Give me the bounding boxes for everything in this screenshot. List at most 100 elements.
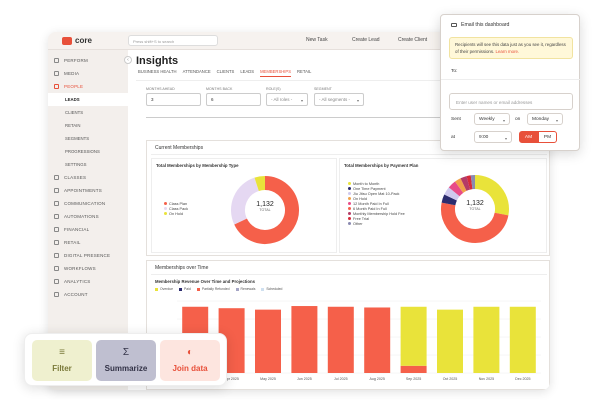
sidebar-item-people[interactable]: PEOPLE — [48, 80, 128, 93]
sidebar-item-label: FINANCIAL — [64, 227, 90, 232]
sidebar-sub-settings[interactable]: SETTINGS — [65, 162, 87, 167]
mail-icon — [451, 22, 457, 27]
tab-memberships[interactable]: MEMBERSHIPS — [260, 69, 292, 77]
pie-slice — [466, 175, 473, 190]
legend-item: On Hold — [348, 196, 405, 201]
legend-swatch — [348, 212, 351, 215]
tab-business-health[interactable]: BUSINESS HEALTH — [138, 69, 177, 74]
create-lead-button[interactable]: Create Lead — [352, 37, 380, 43]
sidebar-sub-retain[interactable]: RETAIN — [65, 123, 81, 128]
legend-label: Scheduled — [266, 287, 283, 291]
sidebar-item-workflows[interactable]: WORKFLOWS — [48, 262, 128, 275]
sidebar-item-digital-presence[interactable]: DIGITAL PRESENCE — [48, 249, 128, 262]
bar — [400, 365, 427, 373]
legend-label: One Time Payment — [353, 186, 386, 191]
recipients-input[interactable]: Enter user names or email addresses — [449, 93, 573, 110]
learn-more-link[interactable]: Learn more. — [495, 48, 520, 54]
summarize-button[interactable]: Σ Summarize — [96, 340, 156, 381]
join-data-button[interactable]: ◐ Join data — [160, 340, 220, 381]
sidebar-item-appointments[interactable]: APPOINTMENTS — [48, 184, 128, 197]
x-tick-label: Jul 2025 — [334, 377, 348, 381]
by-type-total-caption: TOTAL — [259, 208, 271, 212]
legend-item: Class Pack — [164, 206, 188, 211]
by-payment-total: 1,132 TOTAL — [460, 200, 490, 211]
sidebar-item-classes[interactable]: CLASSES — [48, 171, 128, 184]
legend-item: Paid — [179, 287, 191, 291]
sidebar-sub-progressions[interactable]: PROGRESSIONS — [65, 149, 100, 154]
filter-button[interactable]: ≡ Filter — [32, 340, 92, 381]
join-icon: ◐ — [186, 347, 194, 358]
by-payment-title: Total Memberships by Payment Plan — [344, 163, 419, 168]
sidebar-item-media[interactable]: MEDIA — [48, 67, 128, 80]
months-back-input[interactable]: 6 — [206, 93, 261, 106]
sidebar-item-retail[interactable]: RETAIL — [48, 236, 128, 249]
revenue-legend: Overdue Paid Partially Refunded Renewals Sch… — [155, 287, 282, 291]
people-icon — [54, 84, 59, 89]
sidebar-item-label: COMMUNICATION — [64, 201, 106, 206]
legend-item: One Time Payment — [348, 186, 405, 191]
pie-slice — [441, 202, 509, 243]
legend-swatch — [348, 182, 351, 185]
legend-label: Free Trial — [353, 216, 370, 221]
classes-icon — [54, 175, 59, 180]
bar — [327, 306, 354, 373]
email-dashboard-popup: Email this dashboard Recipients will see… — [440, 14, 581, 151]
sidebar-item-label: ANALYTICS — [64, 279, 91, 284]
segment-select[interactable]: - All segments - ▾ — [314, 93, 364, 106]
brand-name: core — [75, 36, 92, 45]
search-input[interactable]: Press shift+S to search — [128, 35, 218, 46]
pm-button[interactable]: PM — [538, 131, 557, 143]
legend-swatch — [348, 187, 351, 190]
sidebar-item-automations[interactable]: AUTOMATIONS — [48, 210, 128, 223]
legend-item: Overdue — [155, 287, 173, 291]
x-tick-label: Aug 2025 — [370, 377, 385, 381]
sidebar-item-perform[interactable]: PERFORM — [48, 54, 128, 67]
time-select[interactable]: 9:00 ▾ — [474, 131, 512, 143]
day-select[interactable]: Monday ▾ — [527, 113, 563, 125]
legend-swatch — [164, 202, 167, 205]
legend-label: Renewals — [240, 287, 256, 291]
current-memberships-card: Current Memberships Total Memberships by… — [146, 140, 550, 256]
account-icon — [54, 292, 59, 297]
tab-leads[interactable]: LEADS — [240, 69, 255, 74]
sidebar-item-analytics[interactable]: ANALYTICS — [48, 275, 128, 288]
page-title: Insights — [136, 55, 179, 67]
new-task-button[interactable]: New Task — [306, 37, 328, 43]
legend-item: 6 Month Paid In Full — [348, 206, 405, 211]
by-type-legend: Class Plan Class Pack On Hold — [164, 201, 188, 216]
legend-label: 12 Month Paid In Full — [353, 201, 389, 206]
sidebar-item-label: WORKFLOWS — [64, 266, 96, 271]
legend-swatch — [196, 287, 200, 291]
sidebar-item-communication[interactable]: COMMUNICATION — [48, 197, 128, 210]
tab-attendance[interactable]: ATTENDANCE — [182, 69, 211, 74]
chevron-down-icon: ▾ — [502, 118, 505, 123]
tab-clients[interactable]: CLIENTS — [216, 69, 235, 74]
legend-label: Overdue — [160, 287, 174, 291]
x-tick-label: Apr 2025 — [224, 377, 239, 381]
months-ahead-input[interactable]: 3 — [146, 93, 201, 106]
memberships-over-time-card: Memberships over Time Membership Revenue… — [146, 260, 550, 390]
pie-slice — [231, 177, 260, 225]
collapse-sidebar-button[interactable]: ‹ — [124, 56, 132, 64]
sidebar-sub-leads[interactable]: LEADS — [48, 93, 128, 106]
pie-slice — [254, 176, 266, 192]
legend-label: Jiu Jitsu Open Mat 10-Pack — [353, 191, 400, 196]
roles-select[interactable]: - All roles - ▾ — [266, 93, 308, 106]
brand-logo[interactable]: core — [62, 36, 92, 45]
am-button[interactable]: AM — [519, 131, 538, 143]
to-label: To: — [451, 69, 458, 74]
sidebar-sub-segments[interactable]: SEGMENTS — [65, 136, 90, 141]
tab-retail[interactable]: RETAIL — [297, 69, 312, 74]
action-palette: ≡ Filter Σ Summarize ◐ Join data — [24, 333, 227, 386]
sidebar-sub-clients[interactable]: CLIENTS — [65, 110, 84, 115]
over-time-title: Memberships over Time — [155, 265, 209, 271]
pie-slice — [474, 175, 509, 216]
frequency-select[interactable]: Weekly ▾ — [474, 113, 510, 125]
create-client-button[interactable]: Create Client — [398, 37, 428, 43]
time-value: 9:00 — [479, 135, 489, 140]
segment-value: - All segments - — [319, 97, 351, 102]
chevron-down-icon: ▾ — [300, 98, 303, 103]
insights-tabs: BUSINESS HEALTH ATTENDANCE CLIENTS LEADS… — [138, 69, 311, 77]
sidebar-item-account[interactable]: ACCOUNT — [48, 288, 128, 301]
sidebar-item-financial[interactable]: FINANCIAL — [48, 223, 128, 236]
